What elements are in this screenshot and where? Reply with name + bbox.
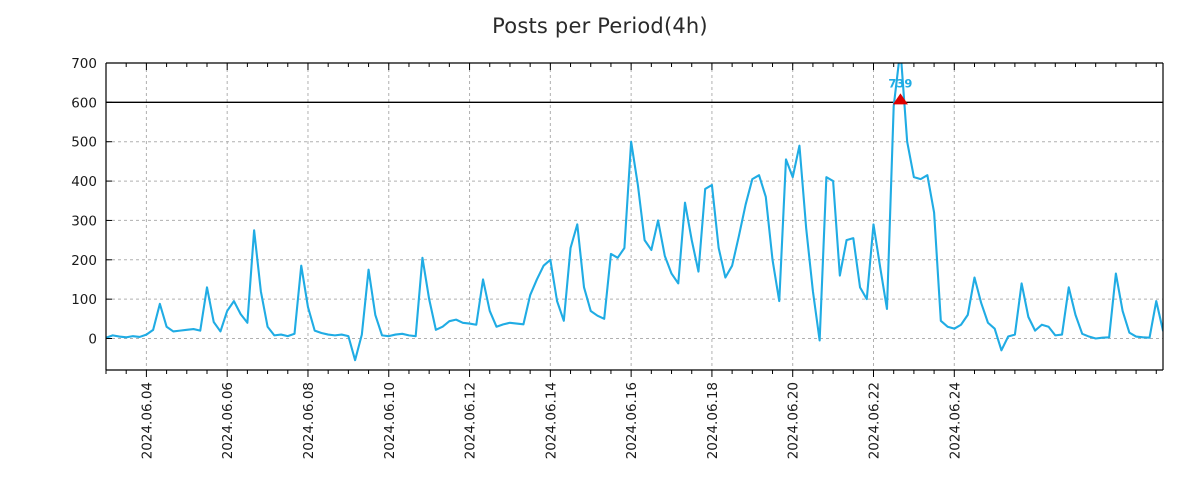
y-tick-label: 700: [71, 56, 97, 72]
x-tick-label: 2024.06.22: [867, 382, 883, 459]
y-axis-tick-labels: 0 100 200 300 400 500 600 700: [71, 56, 97, 348]
x-axis-tick-labels: 2024.06.04 2024.06.06 2024.06.08 2024.06.10…: [139, 382, 963, 459]
y-tick-label: 400: [71, 174, 97, 190]
x-tick-label: 2024.06.08: [301, 382, 317, 459]
x-tick-label: 2024.06.12: [463, 382, 479, 459]
data-series: [106, 63, 1163, 362]
x-tick-label: 2024.06.20: [786, 382, 802, 459]
y-tick-label: 100: [71, 292, 97, 308]
gridlines: [106, 63, 1163, 370]
x-tick-label: 2024.06.06: [220, 382, 236, 459]
y-tick-label: 500: [71, 135, 97, 151]
x-tick-label: 2024.06.14: [543, 382, 559, 459]
x-tick-label: 2024.06.18: [705, 382, 721, 459]
y-tick-label: 0: [88, 332, 97, 348]
x-tick-label: 2024.06.24: [947, 382, 963, 459]
series-line-posts-per-period: [106, 63, 1163, 362]
chart-title: Posts per Period(4h): [492, 14, 708, 38]
y-tick-label: 300: [71, 213, 97, 229]
x-tick-label: 2024.06.10: [382, 382, 398, 459]
axes: [105, 62, 1164, 377]
peak-value-label: 739: [888, 76, 912, 90]
y-tick-label: 600: [71, 95, 97, 111]
peak-annotation: 739: [888, 76, 912, 105]
y-tick-label: 200: [71, 253, 97, 269]
peak-marker-triangle-icon: [892, 93, 908, 105]
x-tick-label: 2024.06.04: [139, 382, 155, 459]
x-tick-label: 2024.06.16: [624, 382, 640, 459]
